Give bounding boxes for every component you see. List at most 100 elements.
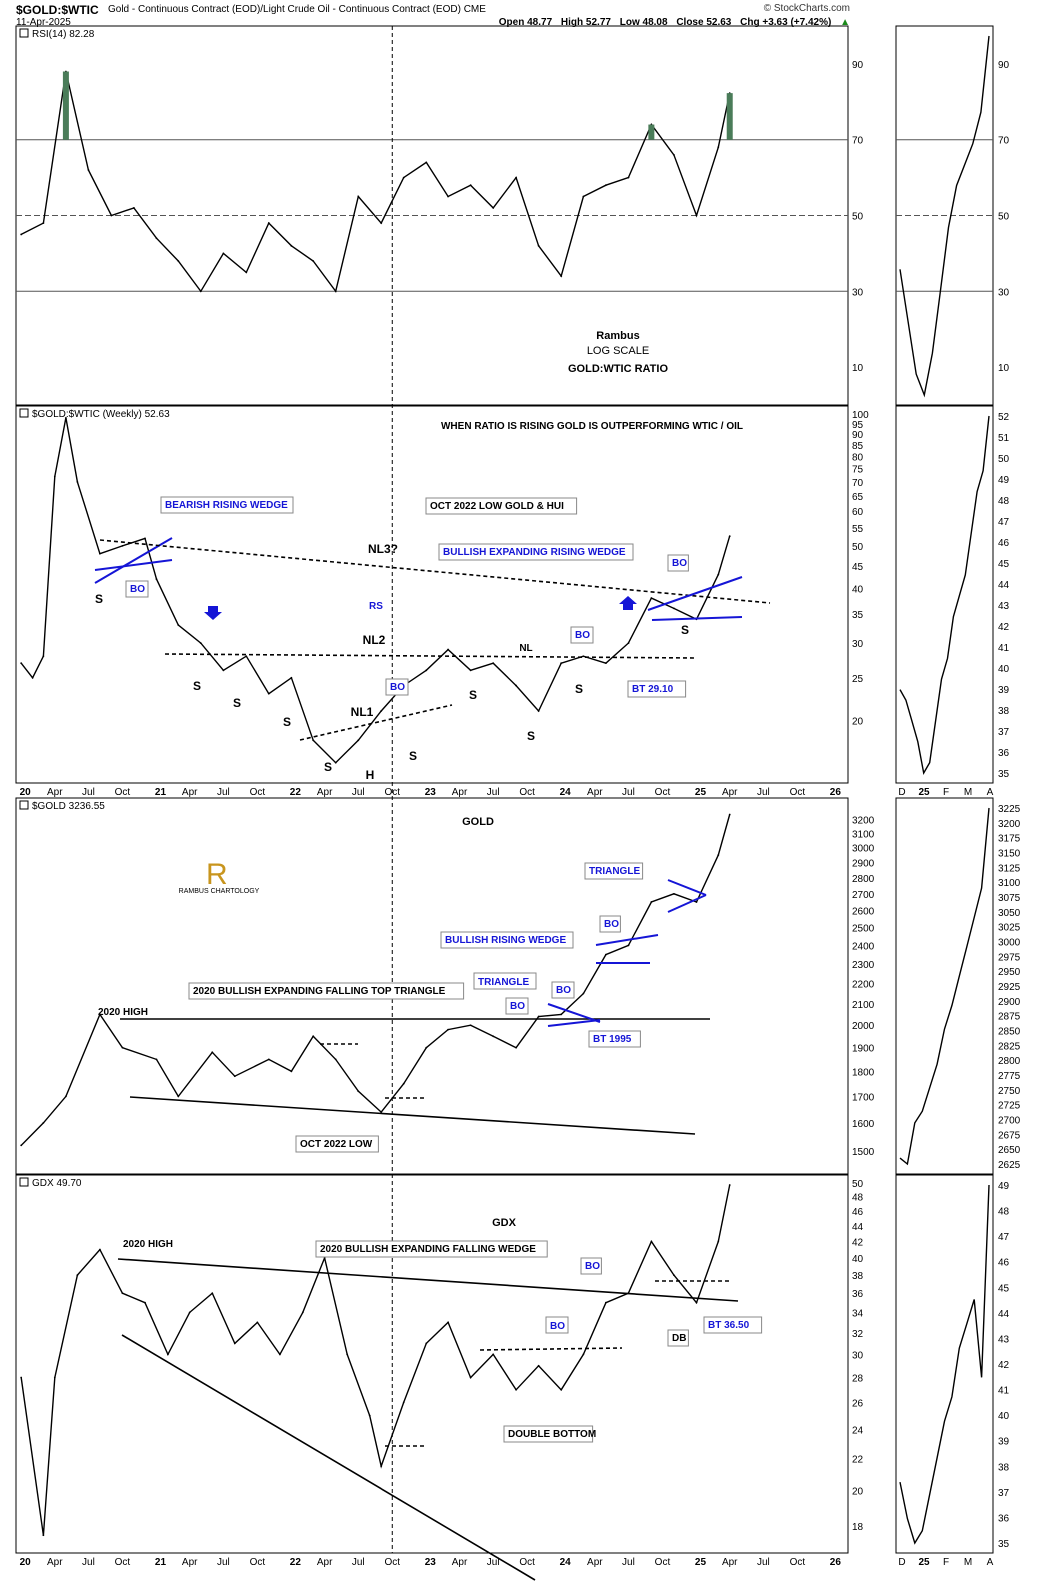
y-tick-label: 45 [852,562,864,573]
side-y-tick-label: 2775 [998,1071,1021,1082]
x-tick-label: Jul [622,787,635,798]
data-point [469,1376,472,1379]
side-y-tick-label: 42 [998,622,1010,633]
y-tick-label: 30 [852,639,864,650]
x-tick-label: Jul [82,787,95,798]
data-point [447,195,449,198]
series-line [20,417,731,764]
x-tick-label: 24 [560,1557,572,1568]
low-value: Low 48.08 [619,17,668,28]
data-point [537,1015,540,1018]
data-point [492,207,495,209]
chart-instrument-name: Gold - Continuous Contract (EOD)/Light C… [108,4,486,15]
data-point [177,260,180,262]
annotation-box [295,1135,379,1153]
trendline [117,1258,739,1302]
data-point [717,854,720,856]
side-y-tick-label: 2625 [998,1160,1021,1171]
annotation-label: TRIANGLE [478,977,529,988]
y-tick-label: 30 [852,1350,864,1361]
rambus-logo-icon: R [206,858,228,891]
side-y-tick-label: 50 [998,454,1010,465]
y-tick-label: 2700 [852,890,875,901]
data-point [121,544,124,547]
data-point [357,739,360,742]
data-point [380,710,383,712]
annotation-label: RAMBUS CHARTOLOGY [179,888,260,895]
y-tick-label: 85 [852,441,864,452]
side-y-tick-label: 2850 [998,1027,1021,1038]
annotation-label: GOLD:WTIC RATIO [568,363,668,375]
data-point [605,953,607,956]
side-x-tick-label: 25 [918,787,930,798]
data-point [380,1465,383,1468]
data-point [99,1013,101,1016]
data-point [717,1240,720,1243]
trendline [667,879,707,896]
side-x-tick-label: M [964,787,972,798]
data-point [627,176,630,179]
y-tick-label: 70 [852,478,864,489]
x-tick-label: 25 [695,1557,707,1568]
side-y-tick-label: 40 [998,664,1010,675]
data-point [560,1013,563,1016]
data-point [650,901,653,903]
y-tick-label: 40 [852,584,864,595]
data-point [155,1058,158,1061]
data-point [537,1364,540,1367]
data-point [110,214,113,217]
legend-swatch [19,408,29,418]
annotation-label: Rambus [596,330,639,342]
y-tick-label: 35 [852,610,864,621]
data-point [334,1058,337,1061]
data-point [728,813,731,816]
data-point [627,944,630,947]
data-point [290,244,293,247]
breakout-label: BO [130,584,145,595]
chart-date: 11-Apr-2025 [16,17,71,28]
y-tick-label: 18 [852,1522,864,1533]
data-point [312,1035,315,1038]
data-point [42,655,45,658]
data-point [20,662,23,665]
close-value: Close 52.63 [676,17,732,28]
x-tick-label: Oct [519,787,535,798]
data-point [99,552,101,555]
side-y-tick-label: 3225 [998,804,1021,815]
side-series-line [899,1184,990,1545]
data-point [76,480,79,483]
x-tick-label: Jul [487,1557,500,1568]
data-point [42,222,45,224]
side-y-tick-label: 43 [998,1334,1010,1345]
side-y-tick-label: 46 [998,538,1010,549]
legend-swatch [19,800,29,810]
y-tick-label: 34 [852,1308,864,1319]
side-y-tick-label: 41 [998,1386,1010,1397]
panel-frame-main [15,1174,849,1554]
y-tick-label: 38 [852,1271,864,1282]
panel-frame-side [895,405,994,784]
side-series-line [899,807,990,1166]
data-point [728,1184,731,1186]
data-point [582,655,585,658]
open-value: Open 48.77 [498,17,553,28]
trendline [595,934,659,946]
chart-symbol: $GOLD:$WTIC [16,3,99,17]
y-tick-label: 28 [852,1374,864,1385]
data-point [76,1274,79,1276]
data-point [334,761,337,764]
side-x-tick-label: D [898,787,905,798]
side-y-tick-label: 30 [998,287,1010,298]
annotation-label: 2020 HIGH [98,1007,148,1018]
side-y-tick-label: 3050 [998,908,1021,919]
side-x-tick-label: D [898,1557,905,1568]
instrument-name: Gold - Continuous Contract (EOD)/Light C… [108,4,461,15]
data-point [469,669,472,672]
side-x-tick-label: F [943,1557,949,1568]
side-y-tick-label: 37 [998,1488,1010,1499]
annotation-label: DOUBLE BOTTOM [508,1429,596,1440]
data-point [447,1321,449,1324]
x-tick-label: 22 [290,787,302,798]
annotation-label: BO [604,919,619,930]
y-tick-label: 2000 [852,1021,875,1032]
